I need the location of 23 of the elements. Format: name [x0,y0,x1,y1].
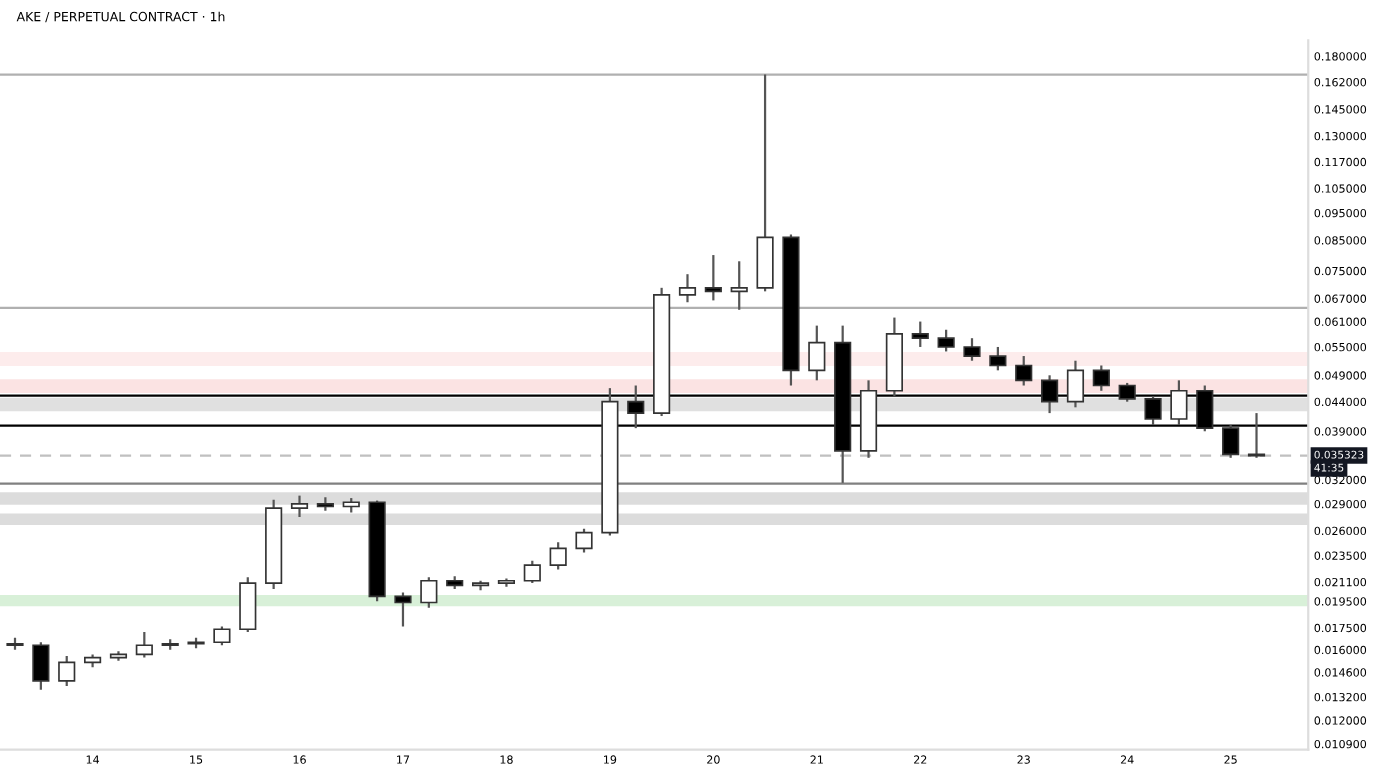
candlestick [963,337,981,362]
candlestick [135,630,153,659]
candlestick [32,641,50,691]
candlestick [1092,364,1110,392]
candlestick [239,576,257,634]
candlestick [678,273,697,304]
candlestick [523,559,541,585]
candlestick [394,591,412,628]
candlestick [937,328,955,353]
candlestick [989,345,1007,372]
candlestick [575,527,593,554]
candlestick [58,654,76,688]
candlestick [420,576,438,609]
candlestick [549,541,567,571]
candlestick [911,320,929,349]
candlestick [808,324,826,382]
candlestick [1066,359,1085,409]
candlestick [1015,354,1033,387]
candlestick [213,625,231,647]
candlestick [1170,379,1188,427]
candlestick [704,253,722,302]
candlestick [730,260,748,311]
candlestick [290,494,309,519]
